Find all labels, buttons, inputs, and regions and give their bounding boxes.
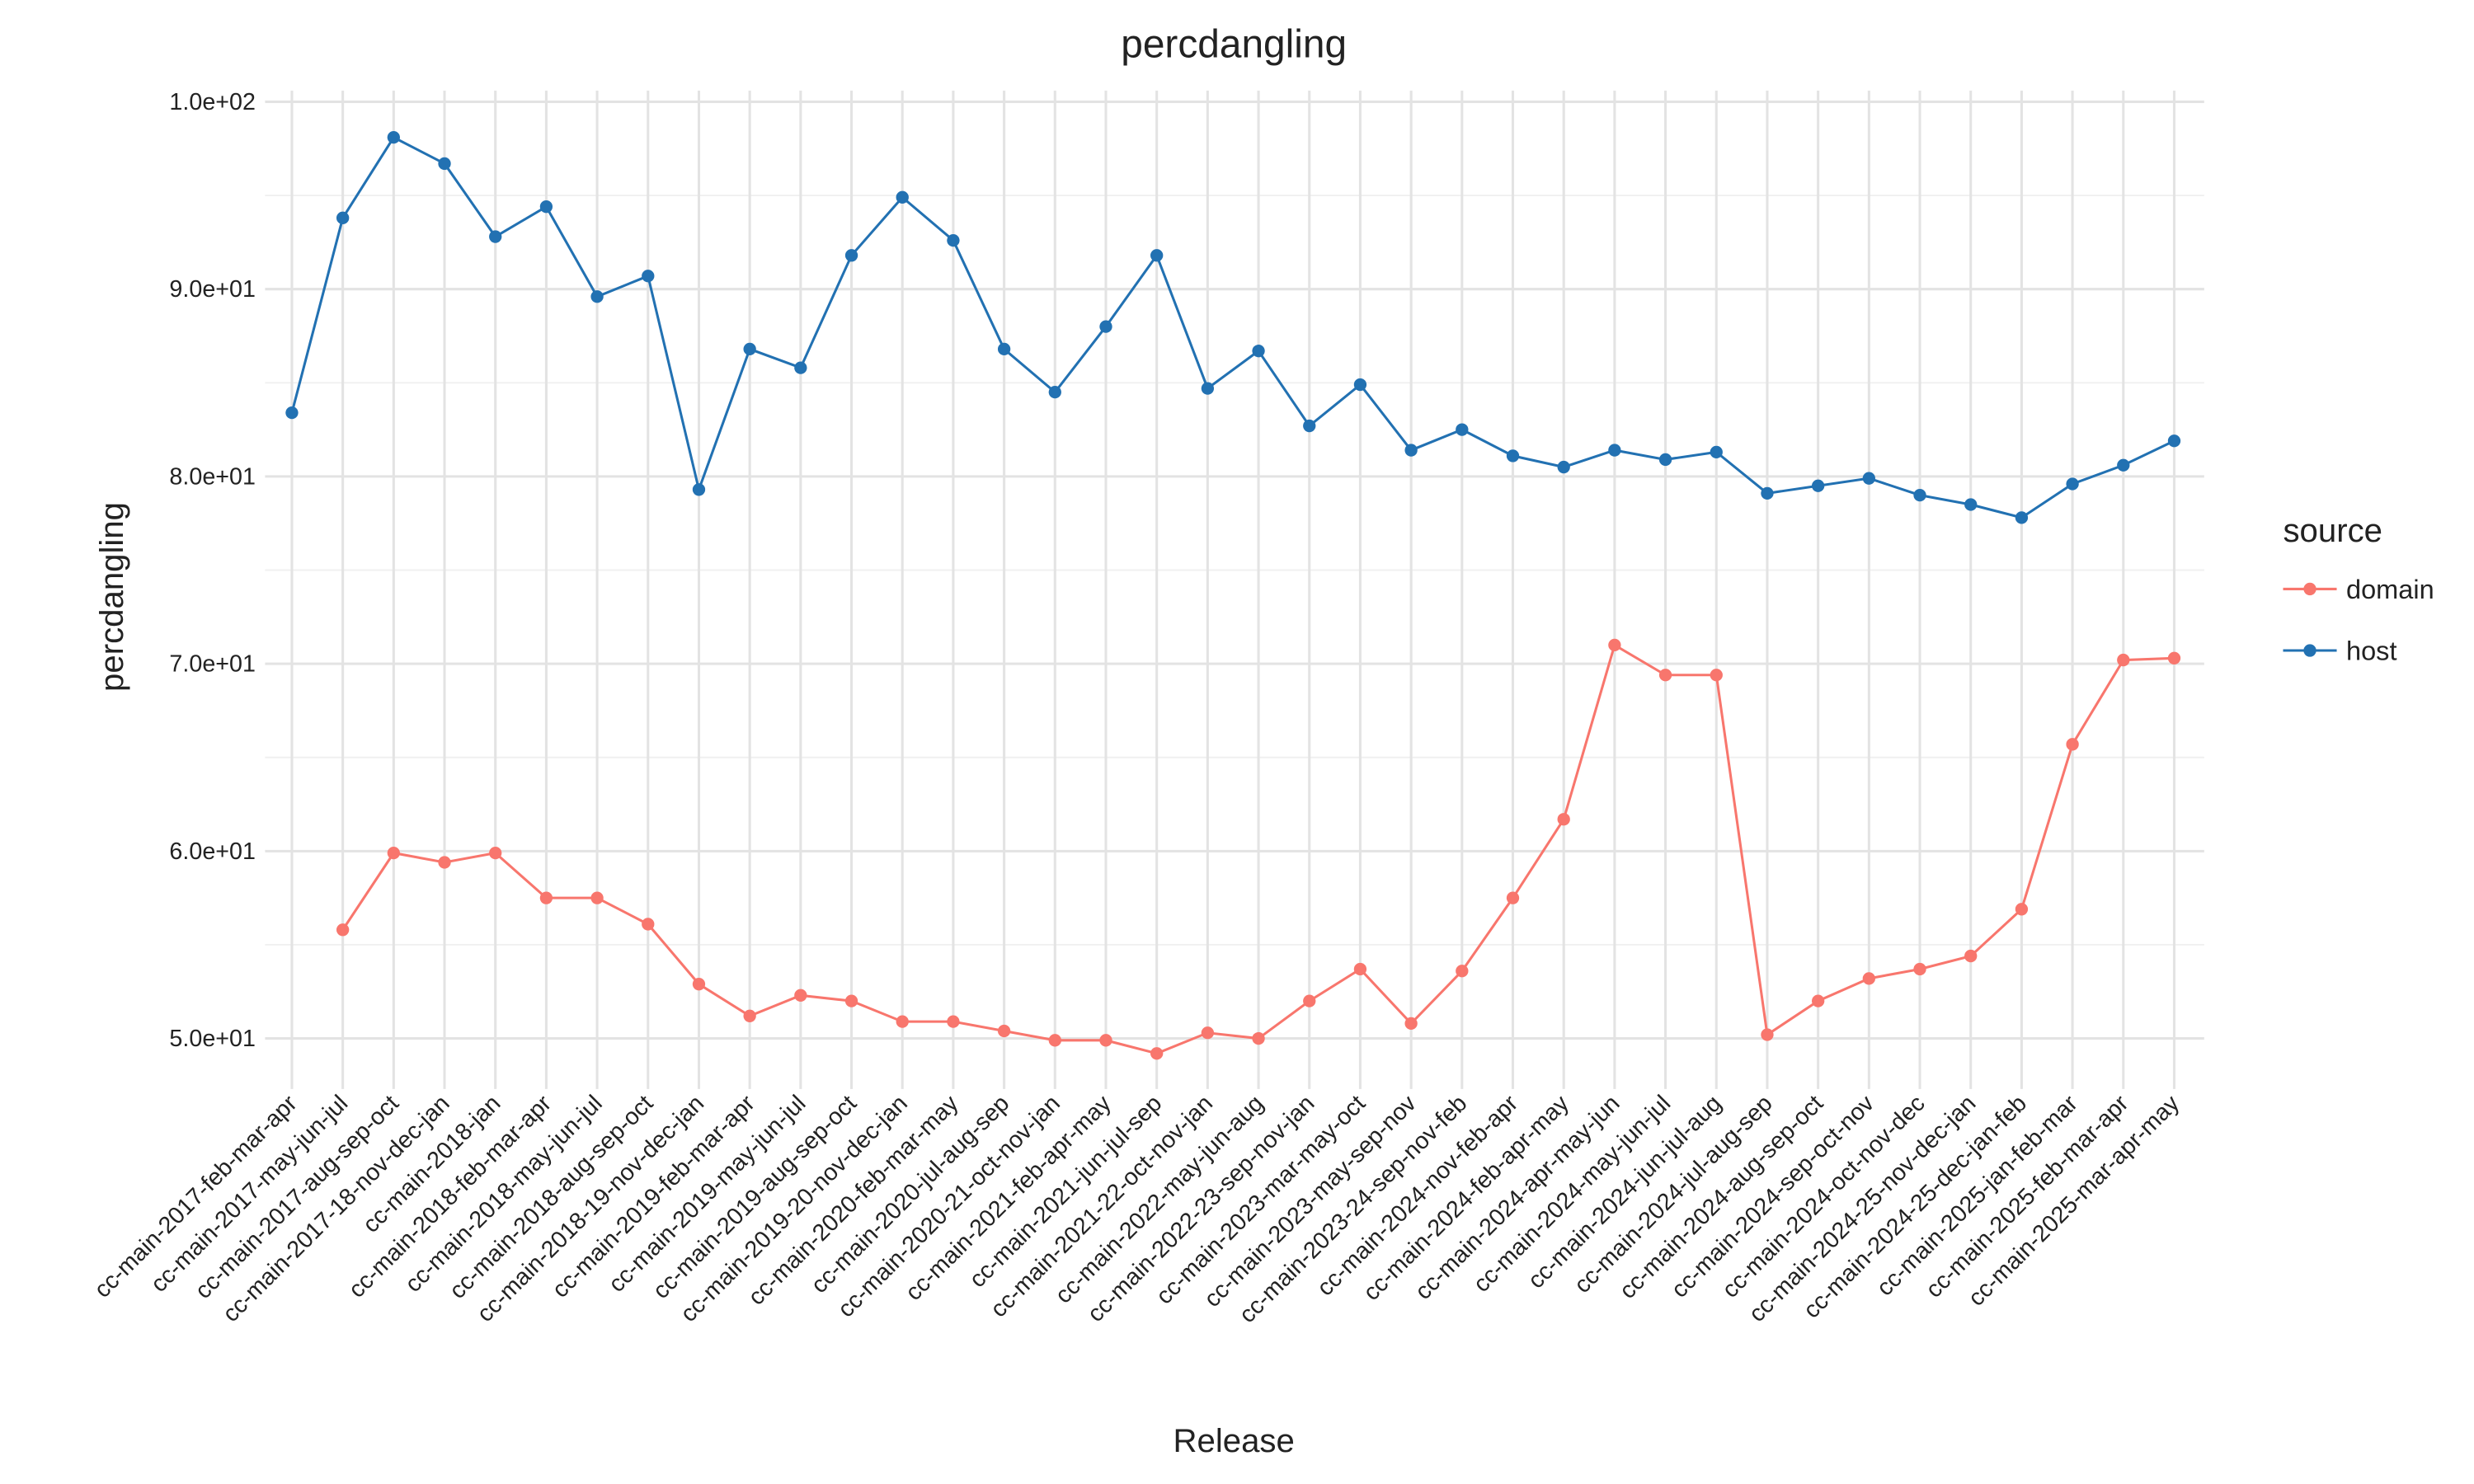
data-point [794, 989, 807, 1002]
data-point [1201, 382, 1215, 395]
data-point [1862, 472, 1875, 485]
data-point [336, 211, 350, 224]
data-point [336, 923, 350, 937]
data-point [1201, 1026, 1215, 1040]
data-point [438, 157, 451, 171]
data-point [1862, 972, 1875, 985]
data-point [947, 1015, 960, 1028]
legend-title: source [2283, 512, 2382, 549]
data-point [1099, 1034, 1112, 1047]
data-point [743, 342, 756, 356]
y-tick-label: 9.0e+01 [169, 276, 255, 303]
data-point [896, 1015, 909, 1028]
data-point [1761, 1028, 1774, 1041]
data-point [1303, 419, 1316, 433]
legend-label: host [2346, 636, 2396, 666]
data-point [2167, 434, 2181, 448]
data-point [1456, 965, 1469, 978]
data-point [1048, 385, 1061, 399]
y-axis-title: percdangling [93, 502, 130, 692]
data-point [1710, 669, 1723, 682]
data-point [947, 233, 960, 247]
data-point [1252, 1031, 1265, 1045]
data-point [1658, 669, 1672, 682]
data-point [2015, 903, 2029, 916]
data-point [1150, 249, 1164, 262]
chart-title: percdangling [1121, 23, 1347, 67]
data-point [642, 270, 655, 283]
data-point [1557, 813, 1570, 826]
data-point [1048, 1034, 1061, 1047]
data-point [1913, 488, 1926, 502]
data-point [2066, 477, 2079, 491]
data-point [1658, 453, 1672, 467]
data-point [1557, 460, 1570, 474]
data-point [1964, 498, 1978, 511]
series-line [290, 135, 2175, 519]
y-tick-label: 6.0e+01 [169, 838, 255, 865]
data-point [1710, 445, 1723, 459]
data-point [590, 290, 604, 303]
data-point [1811, 994, 1825, 1007]
data-point [1252, 345, 1265, 358]
data-point [692, 483, 706, 496]
data-point [1404, 1017, 1418, 1031]
data-point [844, 249, 858, 262]
data-point [1150, 1047, 1164, 1060]
data-point [997, 1024, 1011, 1038]
y-tick-label: 5.0e+01 [169, 1026, 255, 1052]
data-point [794, 361, 807, 374]
data-point [1303, 994, 1316, 1007]
data-point [2117, 458, 2130, 472]
data-point [539, 200, 553, 214]
data-point [1964, 949, 1978, 963]
data-point [2117, 653, 2130, 667]
data-point [692, 978, 706, 991]
data-point [844, 994, 858, 1007]
data-point [1099, 320, 1112, 333]
legend-swatch [2303, 582, 2316, 596]
y-tick-label: 8.0e+01 [169, 463, 255, 490]
data-point [1608, 444, 1621, 457]
legend-swatch [2303, 644, 2316, 657]
y-tick-label: 7.0e+01 [169, 651, 255, 678]
data-point [1506, 449, 1520, 463]
data-point [2167, 651, 2181, 665]
data-point [1456, 423, 1469, 436]
data-point [387, 846, 400, 860]
data-point [1506, 891, 1520, 904]
data-point [1761, 486, 1774, 500]
data-point [743, 1009, 756, 1022]
data-point [2015, 511, 2029, 524]
data-point [1404, 444, 1418, 457]
data-point [285, 406, 299, 420]
data-point [539, 891, 553, 904]
y-tick-label: 1.0e+02 [169, 89, 255, 115]
data-point [642, 918, 655, 931]
data-point [1811, 479, 1825, 492]
data-point [489, 846, 502, 860]
legend-label: domain [2346, 575, 2434, 604]
data-point [896, 190, 909, 204]
data-point [997, 342, 1011, 356]
data-point [387, 130, 400, 144]
x-axis-title: Release [1174, 1422, 1295, 1459]
data-point [438, 856, 451, 869]
data-point [590, 891, 604, 904]
data-point [2066, 738, 2079, 751]
data-point [1353, 962, 1367, 976]
data-point [489, 230, 502, 243]
data-point [1353, 378, 1367, 392]
data-point [1913, 962, 1926, 976]
data-point [1608, 638, 1621, 652]
